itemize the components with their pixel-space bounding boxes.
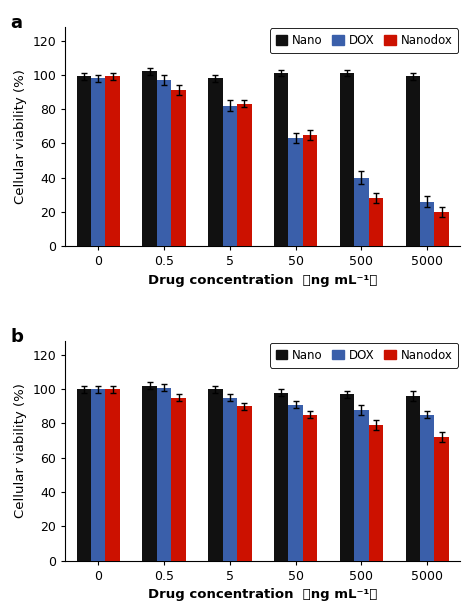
Bar [157,387,171,560]
Bar [435,212,449,246]
Legend: Nano, DOX, Nanodox: Nano, DOX, Nanodox [270,343,458,368]
Y-axis label: Cellular viability (%): Cellular viability (%) [14,383,27,518]
Bar [340,73,354,246]
Bar [237,407,252,560]
X-axis label: Drug concentration  （ng mL⁻¹）: Drug concentration （ng mL⁻¹） [148,274,377,287]
Bar [106,76,120,246]
Bar [208,389,223,560]
Bar [369,425,383,560]
Bar [223,398,237,560]
Bar [76,76,91,246]
Bar [405,76,420,246]
Text: a: a [10,14,22,31]
Bar [354,410,369,560]
Bar [91,78,106,246]
Bar [274,73,288,246]
Bar [420,202,435,246]
Legend: Nano, DOX, Nanodox: Nano, DOX, Nanodox [270,28,458,53]
Bar [171,398,186,560]
Bar [420,415,435,560]
Bar [340,394,354,560]
Bar [405,396,420,560]
Bar [369,198,383,246]
Bar [237,104,252,246]
Bar [274,392,288,560]
Bar [171,90,186,246]
Y-axis label: Cellular viability (%): Cellular viability (%) [14,69,27,204]
Bar [288,138,303,246]
Bar [303,135,317,246]
Bar [435,437,449,560]
Text: b: b [10,328,23,346]
Bar [76,389,91,560]
Bar [288,405,303,560]
Bar [91,389,106,560]
Bar [303,415,317,560]
Bar [208,78,223,246]
Bar [142,386,157,560]
X-axis label: Drug concentration  （ng mL⁻¹）: Drug concentration （ng mL⁻¹） [148,588,377,601]
Bar [354,178,369,246]
Bar [142,71,157,246]
Bar [157,80,171,246]
Bar [106,389,120,560]
Bar [223,106,237,246]
